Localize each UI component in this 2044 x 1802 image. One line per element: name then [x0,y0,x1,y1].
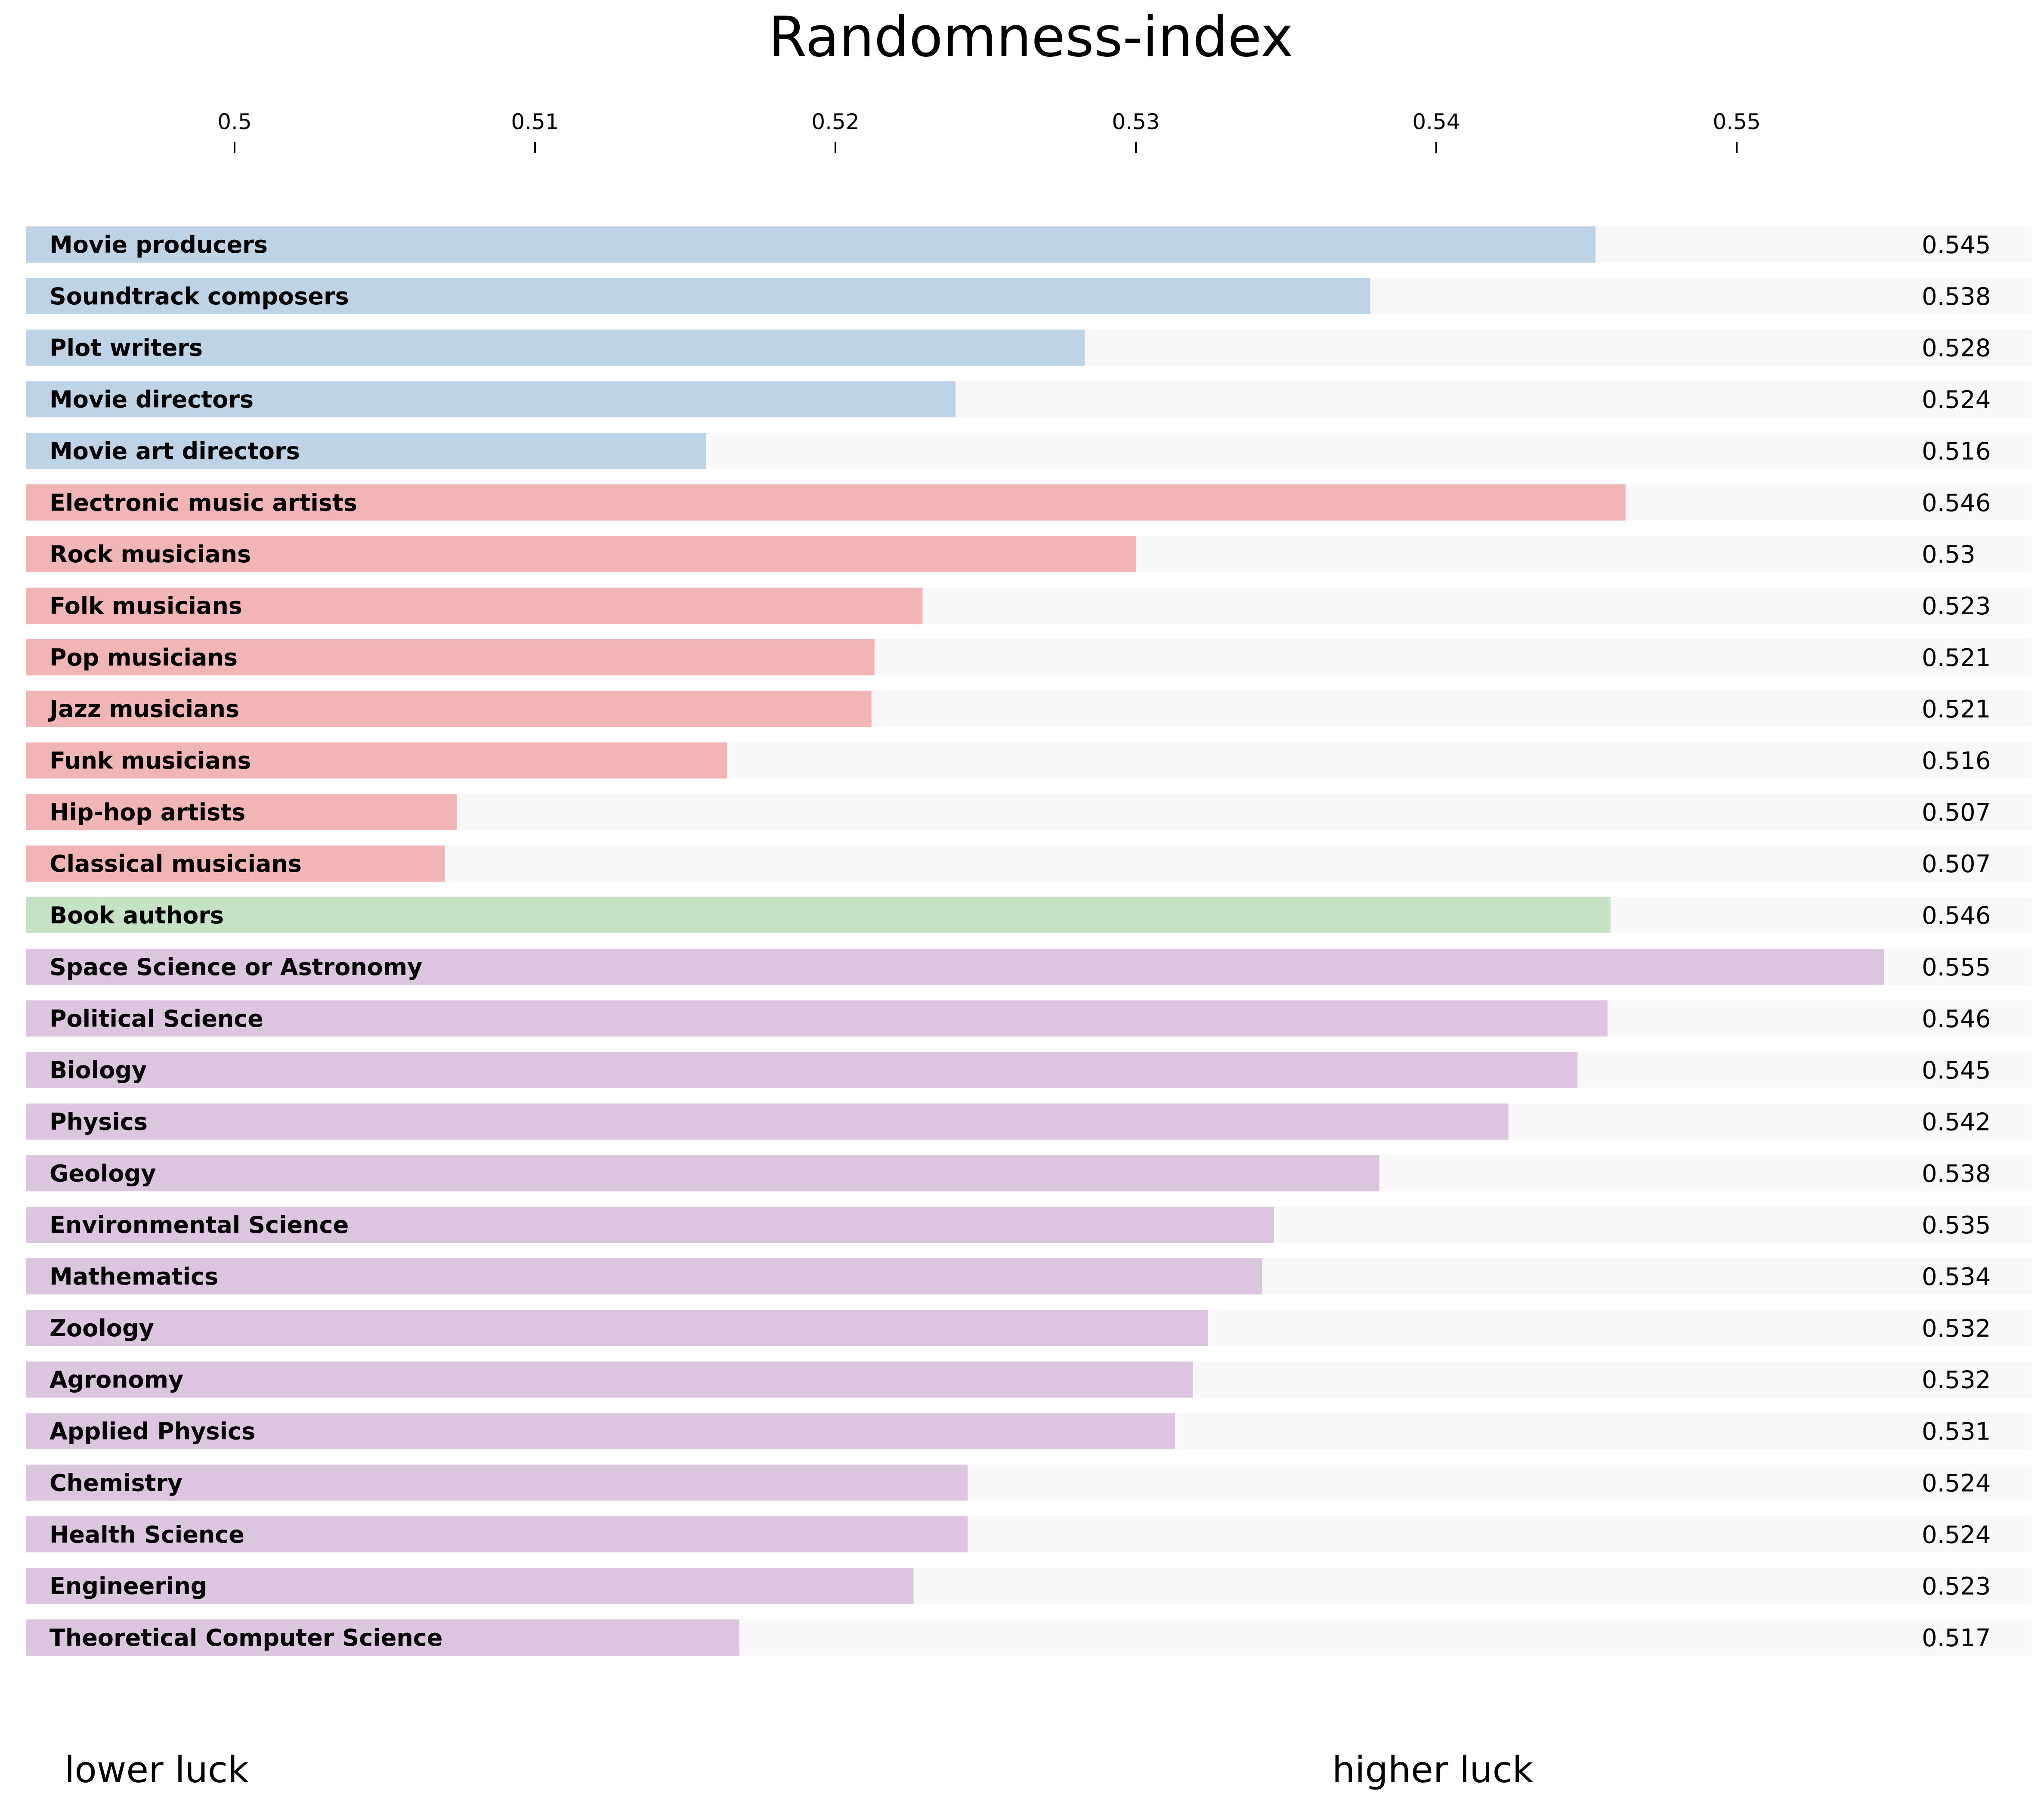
bar-label: Plot writers [49,334,203,362]
bar-label: Chemistry [49,1469,182,1496]
bar [26,1207,1274,1243]
bar-labels: Movie producers Soundtrack composers Plot … [48,231,442,1651]
bar [26,1619,739,1656]
chart-title: Randomness-index [768,5,1293,69]
bar-label: Hip-hop artists [49,799,245,826]
bar-label: Classical musicians [49,850,302,877]
x-tick-label: 0.53 [1112,109,1160,134]
bar [26,742,727,779]
bar-label: Environmental Science [49,1211,349,1238]
value-label: 0.507 [1922,850,1991,878]
bar [26,794,457,830]
bar [26,897,1611,934]
bar [26,1000,1608,1037]
value-label: 0.546 [1922,1005,1991,1033]
bar [26,536,1136,573]
bar [26,433,706,469]
x-tick-label: 0.54 [1412,109,1460,134]
value-label: 0.507 [1922,799,1991,827]
value-labels: 0.545 0.538 0.528 0.524 0.516 0.546 0.53 0.523 0… [1922,231,1991,1652]
bar-label: Space Science or Astronomy [49,954,422,981]
value-label: 0.521 [1922,644,1991,672]
bar-label: Geology [49,1160,156,1187]
x-tick-label: 0.5 [217,109,252,134]
value-label: 0.523 [1922,592,1991,620]
value-label: 0.516 [1922,747,1991,775]
value-label: 0.524 [1922,1521,1991,1549]
bar-label: Applied Physics [49,1418,255,1445]
bar [26,1103,1509,1140]
value-label: 0.516 [1922,437,1991,465]
bar-label: Soundtrack composers [49,283,349,310]
value-label: 0.534 [1922,1263,1991,1291]
bar-label: Health Science [49,1521,244,1548]
bar [26,329,1085,366]
bar [26,587,923,624]
value-label: 0.546 [1922,902,1991,930]
bar-label: Pop musicians [49,644,238,671]
bar-label: Engineering [49,1573,207,1600]
bars [26,226,1884,1656]
bar [26,1052,1578,1088]
value-label: 0.532 [1922,1315,1991,1343]
value-label: 0.523 [1922,1573,1991,1601]
bar-label: Zoology [49,1315,154,1342]
value-label: 0.535 [1922,1211,1991,1239]
bar [26,690,872,727]
value-label: 0.531 [1922,1418,1991,1446]
bar-label: Folk musicians [49,592,242,619]
bar-label: Electronic music artists [49,489,357,516]
value-label: 0.538 [1922,1160,1991,1188]
bar-label: Movie producers [49,231,268,258]
bar-label: Agronomy [49,1366,183,1393]
bar [26,1413,1175,1449]
value-label: 0.555 [1922,954,1991,982]
bar-label: Political Science [49,1005,263,1032]
bar-label: Movie art directors [49,437,300,464]
x-tick-label: 0.55 [1713,109,1760,134]
bar-label: Mathematics [49,1263,218,1290]
x-tick-label: 0.52 [811,109,859,134]
bar-label: Physics [49,1108,148,1135]
bar [26,1310,1208,1346]
bar [26,226,1596,263]
value-label: 0.517 [1922,1624,1991,1652]
value-label: 0.542 [1922,1108,1991,1136]
x-axis: 0.5 0.51 0.52 0.53 0.54 0.55 [217,109,1761,153]
bar [26,484,1626,521]
bar-label: Funk musicians [49,747,251,774]
lower-luck-annotation: lower luck [65,1749,249,1791]
bar-label: Rock musicians [49,541,251,568]
bar [26,1516,968,1553]
bar [26,948,1884,985]
bar [26,278,1370,314]
value-label: 0.524 [1922,1469,1991,1497]
bar-label: Jazz musicians [48,696,239,723]
bar-label: Book authors [49,902,224,929]
value-label: 0.546 [1922,489,1991,517]
value-label: 0.532 [1922,1366,1991,1394]
bar [26,1361,1193,1398]
bar [26,1258,1262,1294]
value-label: 0.545 [1922,1057,1991,1085]
bar-label: Theoretical Computer Science [49,1624,442,1651]
value-label: 0.545 [1922,231,1991,259]
bar [26,845,445,882]
bar-label: Biology [49,1057,147,1084]
bar [26,1568,914,1604]
value-label: 0.538 [1922,283,1991,311]
value-label: 0.53 [1922,541,1976,569]
x-tick-label: 0.51 [511,109,559,134]
value-label: 0.528 [1922,334,1991,362]
higher-luck-annotation: higher luck [1332,1749,1534,1791]
value-label: 0.524 [1922,386,1991,414]
bar [26,639,875,675]
bar [26,381,956,418]
value-label: 0.521 [1922,696,1991,724]
bar [26,1465,968,1501]
bar-label: Movie directors [49,386,254,413]
bar [26,1155,1379,1192]
